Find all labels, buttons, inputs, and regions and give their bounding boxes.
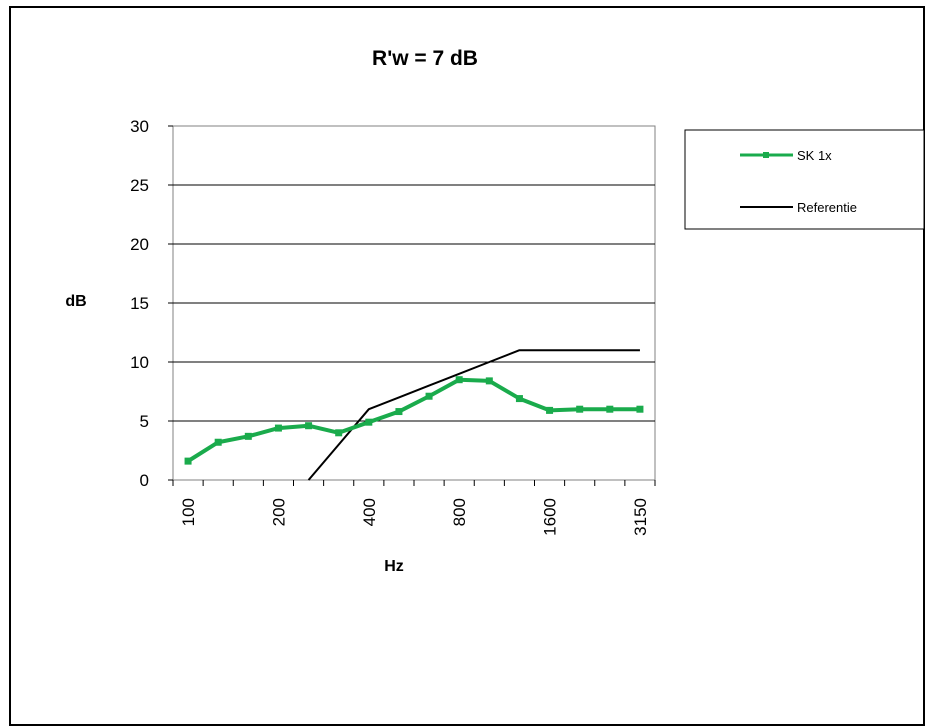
data-point-sk-1x — [184, 457, 192, 465]
y-tick-label-10: 10 — [130, 353, 149, 372]
y-tick-label-25: 25 — [130, 176, 149, 195]
data-point-sk-1x — [515, 395, 523, 403]
series-line-sk-1x — [187, 377, 640, 463]
data-point-sk-1x — [636, 405, 644, 413]
legend-label-sk1x: SK 1x — [797, 148, 832, 163]
y-tick-label-20: 20 — [130, 235, 149, 254]
x-tick-label-400: 400 — [360, 498, 379, 526]
data-point-sk-1x — [546, 406, 554, 414]
data-point-sk-1x — [365, 418, 373, 426]
x-axis-title: Hz — [384, 558, 404, 575]
x-tick-label-200: 200 — [269, 498, 288, 526]
data-point-sk-1x — [244, 432, 252, 440]
y-tick-label-5: 5 — [140, 412, 149, 431]
series-layer — [184, 349, 644, 481]
legend-box — [684, 129, 925, 230]
x-tick-label-1600: 1600 — [541, 498, 560, 536]
y-axis-title: dB — [65, 293, 86, 310]
legend-marker-sk1x — [763, 152, 769, 158]
plot-area: 0 5 10 15 20 25 30 100 200 400 800 1600 3150 — [130, 117, 656, 536]
data-point-sk-1x — [335, 429, 343, 437]
y-axis-ticks: 0 5 10 15 20 25 30 — [130, 117, 173, 490]
data-point-sk-1x — [425, 392, 433, 400]
legend: SK 1x Referentie — [684, 129, 925, 230]
x-tick-label-100: 100 — [179, 498, 198, 526]
data-point-sk-1x — [395, 408, 403, 416]
y-tick-label-0: 0 — [140, 471, 149, 490]
gridlines — [173, 184, 655, 422]
y-tick-label-30: 30 — [130, 117, 149, 136]
x-tick-label-3150: 3150 — [631, 498, 650, 536]
data-point-sk-1x — [485, 377, 493, 385]
data-point-sk-1x — [305, 422, 313, 430]
data-point-sk-1x — [606, 405, 614, 413]
data-point-sk-1x — [274, 424, 282, 432]
chart-title: R'w = 7 dB — [372, 47, 478, 70]
y-tick-label-15: 15 — [130, 294, 149, 313]
x-tick-label-800: 800 — [450, 498, 469, 526]
data-point-sk-1x — [576, 405, 584, 413]
series-line-referentie — [307, 349, 640, 481]
legend-label-referentie: Referentie — [797, 200, 857, 215]
data-point-sk-1x — [214, 438, 222, 446]
data-point-sk-1x — [455, 376, 463, 384]
x-axis-ticks: 100 200 400 800 1600 3150 — [172, 480, 656, 536]
